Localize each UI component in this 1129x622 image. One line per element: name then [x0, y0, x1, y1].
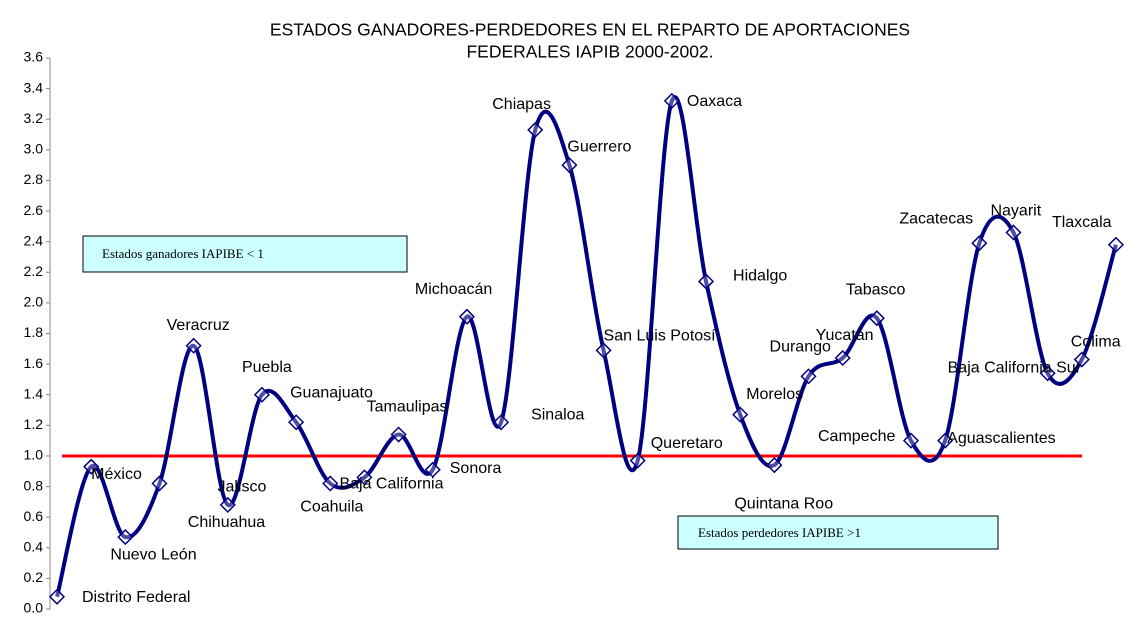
- chart-title: FEDERALES IAPIB 2000-2002.: [466, 42, 713, 62]
- point-label: Queretaro: [651, 435, 723, 452]
- point-label: Sinaloa: [531, 406, 584, 423]
- y-tick-label: 2.4: [24, 232, 44, 248]
- point-label: Campeche: [818, 428, 895, 445]
- marker: [629, 452, 646, 469]
- marker: [595, 342, 612, 359]
- marker: [48, 588, 66, 605]
- marker: [937, 432, 954, 449]
- point-label: Baja California: [339, 476, 443, 493]
- marker: [356, 469, 373, 486]
- point-label: Baja California Sur: [948, 360, 1082, 377]
- marker: [1107, 236, 1125, 253]
- marker: [185, 337, 202, 354]
- point-label: Colima: [1071, 334, 1121, 351]
- y-tick-label: 3.0: [24, 141, 44, 157]
- point-label: Nuevo León: [110, 546, 196, 563]
- point-label: Guanajuato: [290, 384, 373, 401]
- annotation-box: [677, 515, 999, 550]
- y-tick-label: 3.6: [24, 49, 44, 65]
- point-label: Tabasco: [846, 281, 906, 298]
- marker: [390, 426, 407, 443]
- point-label: Durango: [770, 339, 831, 356]
- y-tick-label: 0.0: [24, 600, 44, 616]
- point-label: Jalisco: [217, 479, 266, 496]
- marker: [219, 496, 236, 513]
- marker: [458, 308, 475, 325]
- marker: [971, 235, 988, 252]
- marker: [1073, 351, 1090, 368]
- point-label: Veracruz: [167, 317, 230, 334]
- y-tick-label: 1.4: [24, 385, 44, 401]
- point-label: Tamaulipas: [367, 399, 448, 416]
- point-label: Chihuahua: [188, 514, 265, 531]
- marker: [800, 368, 817, 385]
- point-label: Hidalgo: [733, 268, 787, 285]
- y-tick-label: 2.6: [24, 202, 44, 218]
- marker: [902, 432, 920, 449]
- marker: [697, 273, 715, 290]
- marker: [493, 414, 510, 431]
- point-label: Michoacán: [415, 281, 492, 298]
- y-tick-label: 0.8: [24, 477, 44, 493]
- marker: [288, 414, 305, 431]
- point-label: Nayarit: [990, 203, 1041, 220]
- annotation: Estados ganadores IAPIBE < 1: [102, 246, 264, 261]
- point-label: Coahuila: [300, 499, 363, 516]
- marker: [732, 406, 749, 423]
- marker: [527, 121, 544, 138]
- point-label: Aguascalientes: [947, 430, 1056, 447]
- point-label: Tlaxcala: [1052, 214, 1112, 231]
- point-label: Distrito Federal: [82, 589, 190, 606]
- y-tick-label: 1.2: [24, 416, 44, 432]
- point-label: Puebla: [242, 359, 292, 376]
- y-tick-label: 3.4: [24, 79, 44, 95]
- point-label: Oaxaca: [687, 93, 742, 110]
- point-label: San Luis Potosí: [604, 328, 717, 345]
- point-label: Morelos: [746, 386, 803, 403]
- point-label: Zacatecas: [899, 210, 973, 227]
- line: [55, 95, 1118, 598]
- y-tick-label: 0.2: [24, 569, 44, 585]
- marker: [663, 92, 680, 109]
- point-label: Yucatán: [816, 327, 874, 344]
- annotation: Estados perdedores IAPIBE >1: [698, 525, 861, 540]
- point-label: Quintana Roo: [734, 495, 833, 512]
- marker: [117, 529, 134, 546]
- marker: [766, 457, 783, 474]
- marker: [1039, 365, 1056, 382]
- y-tick-label: 2.2: [24, 263, 44, 279]
- marker: [424, 461, 441, 478]
- point-label: México: [91, 466, 142, 483]
- y-tick-label: 1.6: [24, 355, 44, 371]
- y-tick-label: 3.2: [24, 110, 44, 126]
- point-label: Sonora: [450, 460, 502, 477]
- marker: [253, 386, 271, 403]
- point-label: Chiapas: [492, 96, 551, 113]
- y-tick-label: 2.8: [24, 171, 44, 187]
- marker: [561, 157, 578, 174]
- y-tick-label: 0.4: [24, 538, 44, 554]
- marker: [834, 349, 851, 367]
- point-label: Guerrero: [567, 138, 631, 155]
- marker: [868, 310, 885, 327]
- y-tick-label: 1.0: [24, 447, 44, 463]
- marker: [1005, 224, 1022, 241]
- annotation-box: [82, 235, 408, 273]
- y-tick-label: 2.0: [24, 294, 44, 310]
- marker: [83, 458, 100, 475]
- y-tick-label: 0.6: [24, 508, 44, 524]
- chart-title: ESTADOS GANADORES-PERDEDORES EN EL REPAR…: [270, 20, 910, 40]
- marker: [322, 475, 339, 492]
- marker: [151, 475, 168, 492]
- y-tick-label: 1.8: [24, 324, 44, 340]
